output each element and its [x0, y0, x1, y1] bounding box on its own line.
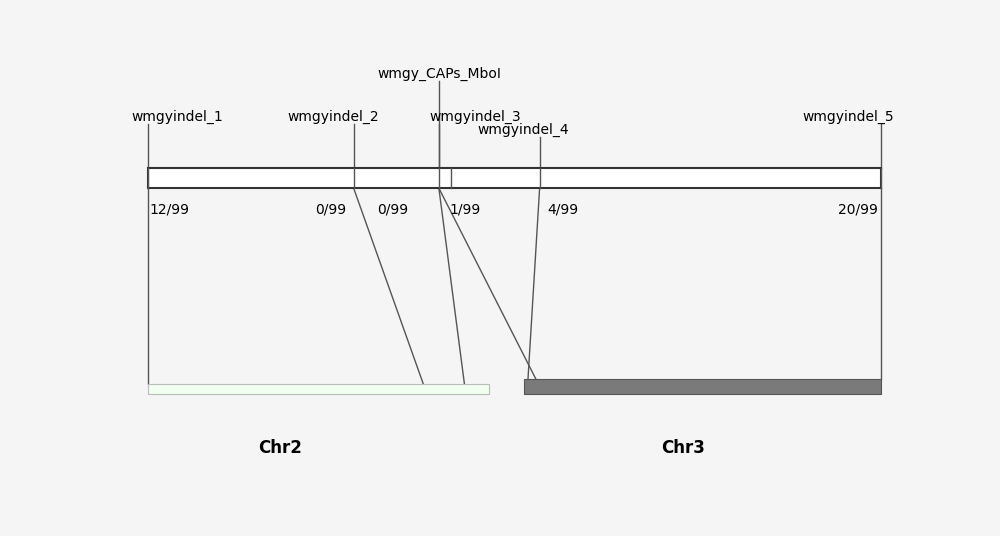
- Text: wmgy_CAPs_MboI: wmgy_CAPs_MboI: [377, 66, 501, 81]
- Bar: [148, 384, 489, 394]
- Text: wmgyindel_3: wmgyindel_3: [430, 110, 521, 124]
- Text: Chr3: Chr3: [661, 439, 705, 457]
- Text: wmgyindel_1: wmgyindel_1: [131, 110, 223, 124]
- Text: 4/99: 4/99: [547, 203, 578, 217]
- Bar: [148, 167, 881, 188]
- Text: 1/99: 1/99: [449, 203, 480, 217]
- Text: 0/99: 0/99: [315, 203, 346, 217]
- Text: 20/99: 20/99: [838, 203, 878, 217]
- Bar: [524, 379, 881, 394]
- Text: 0/99: 0/99: [377, 203, 408, 217]
- Text: wmgyindel_5: wmgyindel_5: [802, 110, 894, 124]
- Text: 12/99: 12/99: [150, 203, 190, 217]
- Text: wmgyindel_2: wmgyindel_2: [288, 110, 379, 124]
- Text: Chr2: Chr2: [258, 439, 302, 457]
- Text: wmgyindel_4: wmgyindel_4: [478, 122, 569, 137]
